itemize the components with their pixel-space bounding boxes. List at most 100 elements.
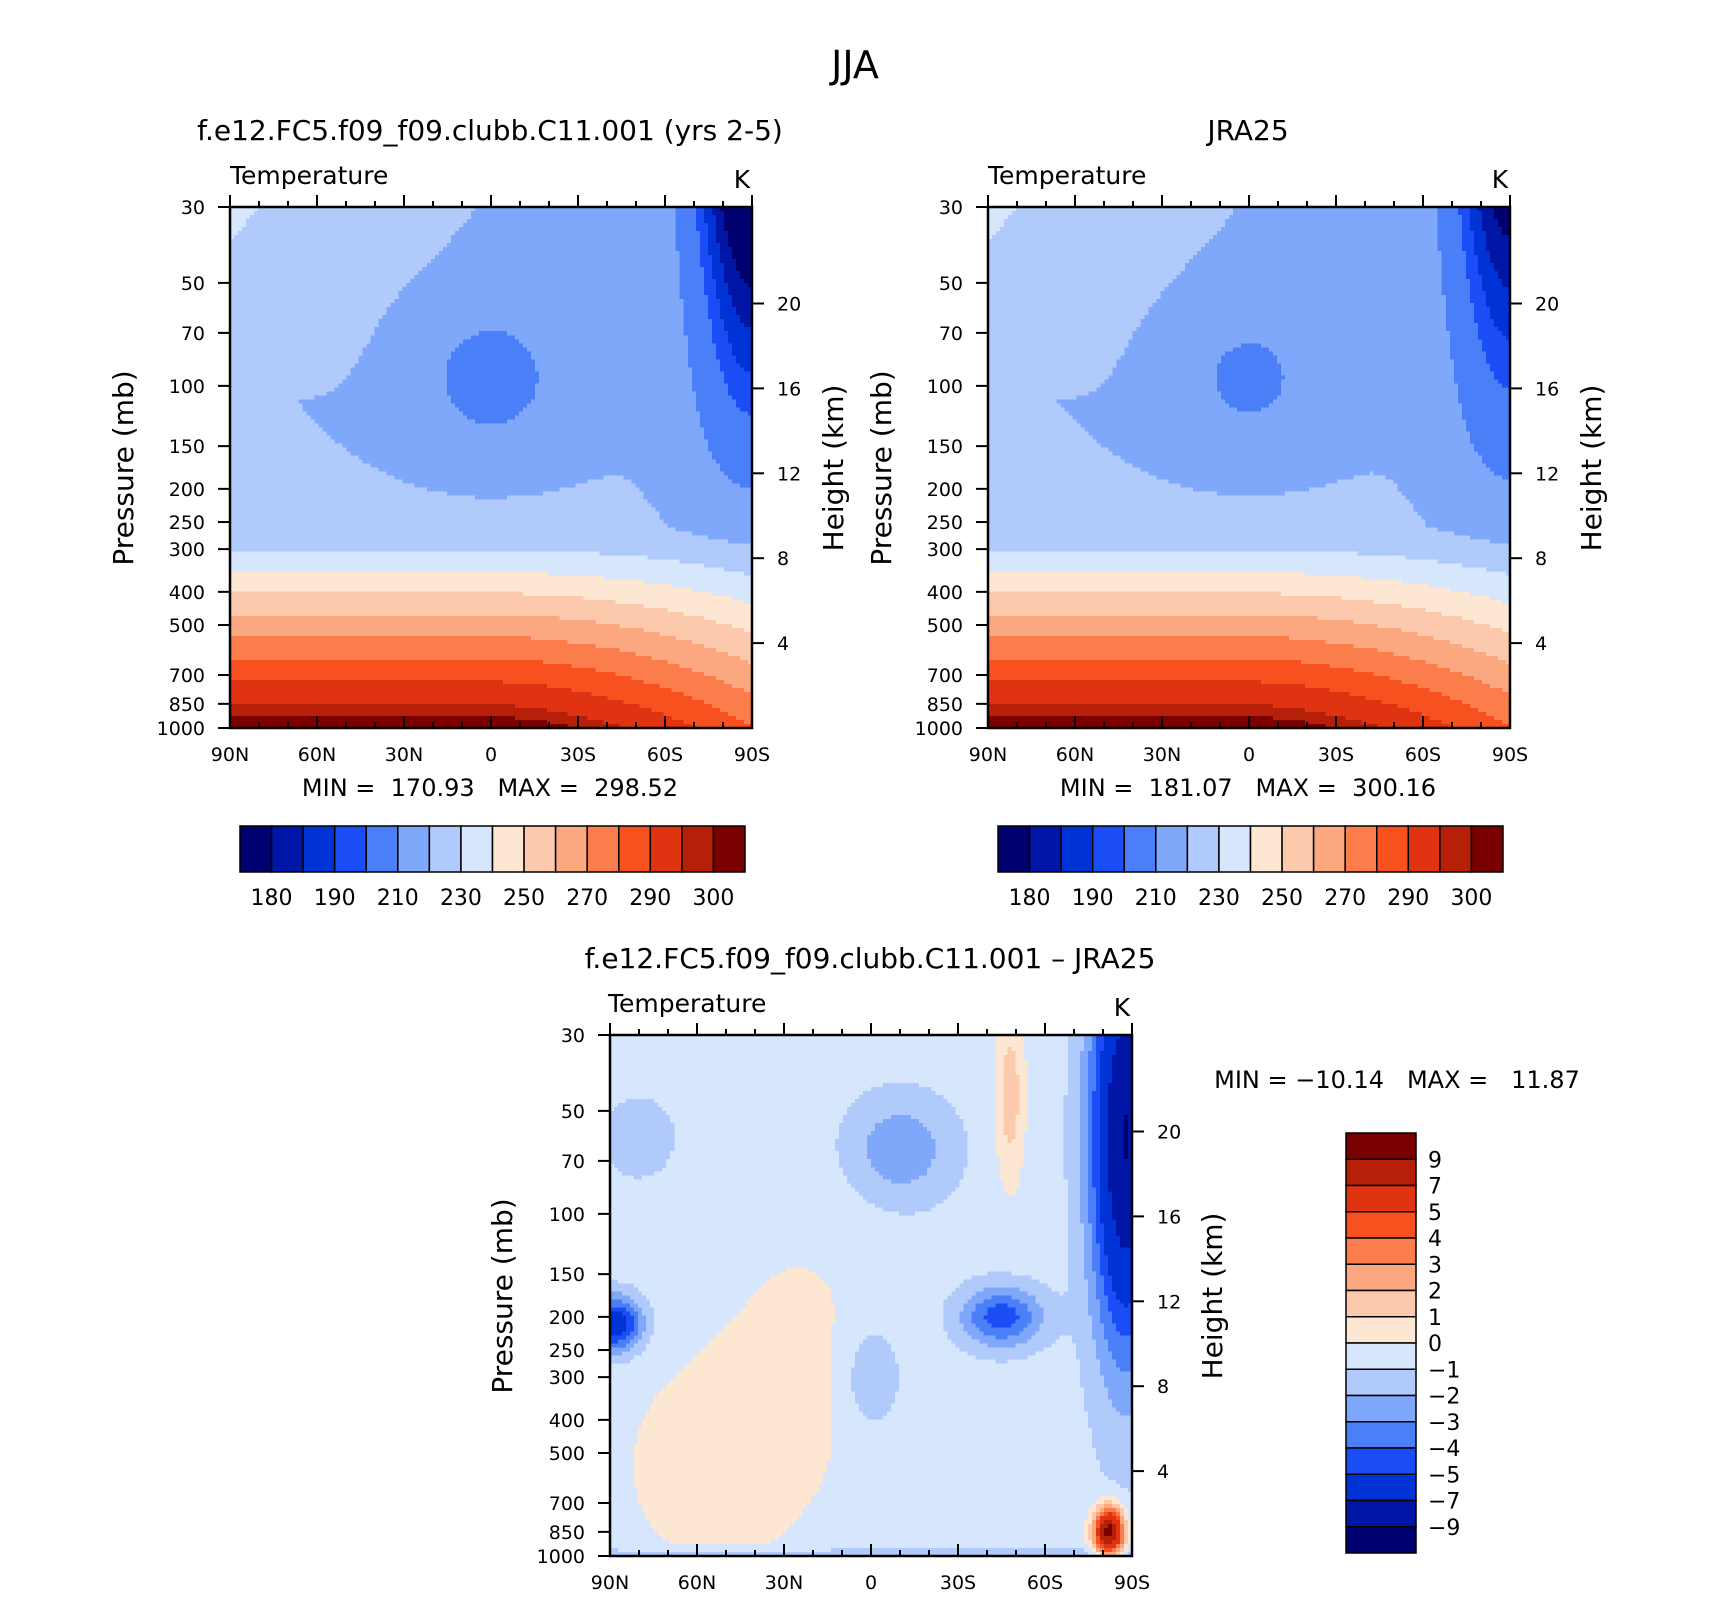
contour-cell — [707, 243, 721, 248]
contour-cell — [995, 1047, 1009, 1052]
contour-cell — [1091, 1151, 1101, 1156]
contour-cell — [1123, 1551, 1129, 1557]
contour-cell — [1405, 555, 1511, 561]
colorbar-swatch — [1345, 1316, 1417, 1344]
contour-cell — [995, 1083, 1005, 1088]
contour-cell — [1107, 1299, 1121, 1305]
contour-cell — [671, 583, 753, 589]
contour-cell — [935, 1147, 968, 1152]
contour-cell — [543, 491, 645, 497]
contour-cell — [1111, 1511, 1117, 1517]
contour-cell — [1469, 535, 1511, 541]
y-tick-label: 850 — [549, 1522, 585, 1544]
contour-cell — [1469, 223, 1483, 228]
contour-cell — [610, 1487, 639, 1493]
y-tick-label: 150 — [927, 436, 963, 458]
y-tick-label: 500 — [549, 1443, 585, 1465]
contour-cell — [727, 235, 753, 240]
contour-cell — [523, 343, 689, 348]
contour-cell — [1067, 1047, 1085, 1052]
contour-cell — [230, 487, 428, 493]
colorbar-swatch — [1344, 825, 1378, 873]
contour-cell — [1099, 1363, 1117, 1369]
contour-cell — [935, 1091, 997, 1096]
contour-cell — [719, 307, 737, 312]
contour-cell — [1063, 1167, 1081, 1172]
contour-cell — [238, 231, 456, 236]
contour-cell — [1216, 387, 1282, 392]
contour-cell — [1079, 1063, 1089, 1068]
contour-cell — [1091, 1123, 1101, 1128]
contour-cell — [731, 303, 753, 308]
contour-cell — [1095, 1227, 1105, 1232]
contour-cell — [707, 443, 753, 449]
colorbar-swatch — [681, 825, 715, 873]
contour-cell — [230, 579, 645, 585]
contour-cell — [988, 415, 1073, 421]
contour-cell — [988, 279, 1174, 284]
contour-cell — [1107, 1395, 1133, 1401]
contour-cell — [988, 375, 1110, 380]
contour-cell — [1099, 1511, 1105, 1517]
contour-cell — [1079, 1219, 1089, 1224]
contour-cell — [230, 643, 596, 649]
contour-cell — [1088, 391, 1222, 396]
contour-cell — [1449, 351, 1487, 356]
contour-cell — [1469, 431, 1511, 437]
contour-cell — [1111, 1315, 1133, 1321]
contour-cell — [631, 479, 733, 485]
contour-cell — [1469, 299, 1487, 304]
contour-cell — [830, 1363, 856, 1369]
contour-cell — [663, 519, 753, 525]
contour-cell — [698, 1351, 832, 1357]
contour-cell — [1216, 367, 1282, 372]
contour-cell — [230, 435, 331, 441]
contour-cell — [610, 1291, 623, 1297]
contour-cell — [988, 495, 1407, 501]
contour-cell — [246, 219, 468, 224]
y2-tick-label: 16 — [777, 378, 801, 400]
contour-cell — [1281, 367, 1455, 372]
contour-cell — [1007, 1139, 1013, 1144]
contour-cell — [1437, 527, 1511, 533]
contour-cell — [1236, 407, 1262, 412]
contour-cell — [687, 347, 717, 352]
contour-cell — [1461, 239, 1475, 244]
contour-cell — [1091, 1427, 1133, 1433]
contour-cell — [258, 207, 476, 212]
contour-cell — [1019, 1183, 1069, 1188]
contour-cell — [1079, 1175, 1089, 1180]
contour-cell — [618, 1167, 663, 1172]
contour-cell — [790, 1523, 1085, 1529]
contour-cell — [1091, 1171, 1101, 1176]
contour-cell — [1477, 259, 1491, 264]
contour-cell — [703, 427, 753, 433]
contour-cell — [719, 243, 729, 248]
contour-cell — [610, 1135, 675, 1140]
contour-cell — [642, 1311, 655, 1317]
contour-cell — [782, 1531, 1085, 1537]
contour-cell — [707, 235, 717, 240]
contour-cell — [854, 1395, 896, 1401]
contour-cell — [1079, 1183, 1089, 1188]
contour-cell — [1469, 219, 1483, 224]
contour-cell — [230, 515, 661, 521]
contour-cell — [610, 1055, 997, 1060]
contour-cell — [1091, 1127, 1101, 1132]
contour-cell — [1103, 1275, 1113, 1281]
contour-cell — [988, 451, 1114, 457]
contour-cell — [646, 1411, 832, 1417]
contour-cell — [1373, 599, 1503, 605]
contour-cell — [830, 1367, 852, 1373]
contour-cell — [610, 1215, 1069, 1220]
contour-cell — [527, 347, 689, 352]
contour-cell — [995, 1119, 1005, 1124]
contour-cell — [230, 343, 368, 348]
contour-cell — [1075, 1351, 1097, 1357]
contour-cell — [887, 1339, 952, 1345]
contour-cell — [610, 1515, 647, 1521]
contour-cell — [1124, 347, 1234, 352]
colorbar-swatch — [997, 825, 1031, 873]
contour-cell — [838, 1155, 868, 1160]
